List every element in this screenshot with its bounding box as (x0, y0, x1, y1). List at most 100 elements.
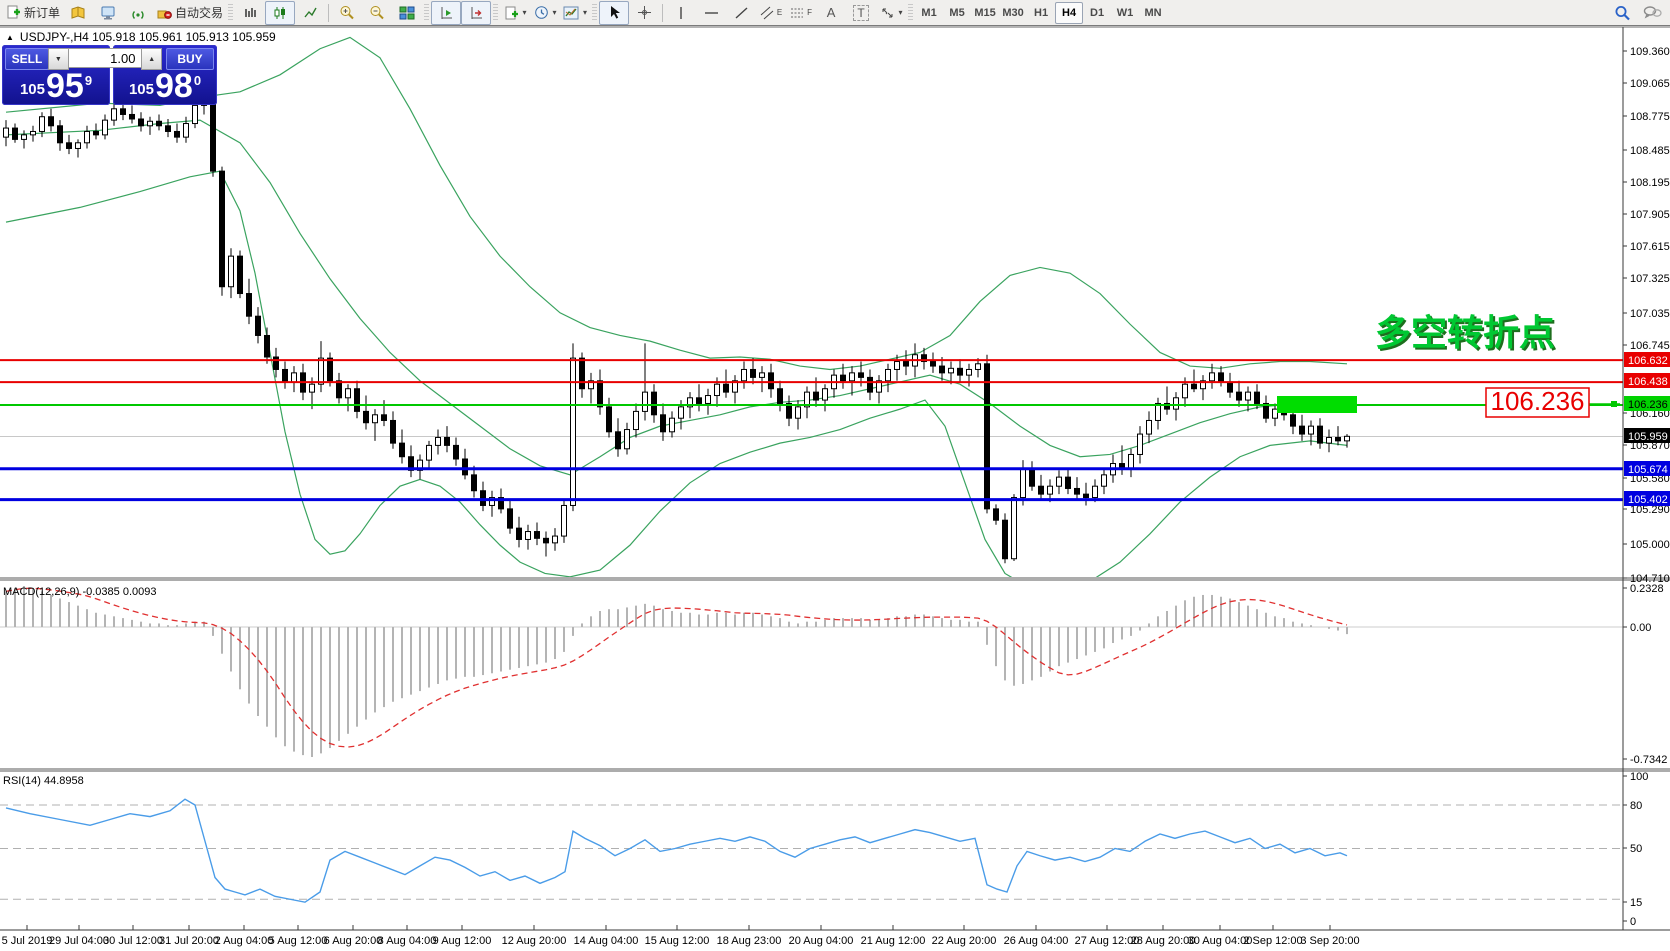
svg-text:14 Aug 04:00: 14 Aug 04:00 (574, 935, 639, 947)
directory-button[interactable] (63, 1, 93, 25)
svg-text:30 Jul 12:00: 30 Jul 12:00 (103, 935, 163, 947)
new-order-button[interactable]: 新订单 (3, 1, 63, 25)
timeframe-h1[interactable]: H1 (1034, 6, 1049, 19)
svg-text:5 Jul 2019: 5 Jul 2019 (2, 935, 53, 947)
volume-increase-button[interactable]: ▲ (141, 48, 163, 70)
timeframe-m15[interactable]: M15 (974, 6, 996, 19)
bollinger-lower (5, 170, 1348, 577)
autotrading-button[interactable]: 自动交易 (153, 1, 226, 25)
callout-anchor (1611, 401, 1617, 407)
timeframe-h4[interactable]: H4 (1055, 1, 1084, 24)
chart-shift-icon (471, 6, 482, 19)
volume-value[interactable]: 1.00 (68, 48, 142, 68)
svg-text:27 Aug 12:00: 27 Aug 12:00 (1075, 935, 1140, 947)
price-callout-box[interactable] (1485, 387, 1590, 418)
horizontal-line-tool-button[interactable] (696, 1, 726, 25)
periods-button[interactable]: ▾ (530, 1, 560, 25)
symbol-info-line[interactable]: ▲ USDJPY-,H4 105.918 105.961 105.913 105… (6, 30, 276, 44)
auto-scroll-button[interactable] (431, 0, 462, 25)
buy-price-prefix: 105 (128, 81, 154, 98)
macd-signal-line (5, 587, 1348, 748)
chart-shift-button[interactable] (461, 0, 492, 25)
rsi-line (5, 798, 1348, 903)
toolbar-handle[interactable] (592, 3, 598, 22)
sell-price-pip: 9 (84, 73, 93, 88)
pivot-highlight-rect[interactable] (1277, 396, 1357, 413)
svg-text:0.2328: 0.2328 (1630, 583, 1664, 595)
vertical-line-icon (680, 6, 682, 19)
svg-text:9 Aug 12:00: 9 Aug 12:00 (433, 935, 492, 947)
chat-button[interactable] (1637, 1, 1667, 25)
candlestick-chart-button[interactable] (265, 0, 296, 25)
text-label-tool-button[interactable]: T (846, 1, 876, 25)
search-button[interactable] (1607, 1, 1637, 25)
timeframe-mn[interactable]: MN (1144, 6, 1162, 19)
cursor-tool-button[interactable] (599, 0, 630, 25)
timeframe-m5[interactable]: M5 (949, 6, 965, 19)
bollinger-middle (5, 119, 1348, 476)
volume-decrease-button[interactable]: ▼ (48, 48, 69, 70)
collapse-icon[interactable]: ▲ (6, 32, 14, 42)
timeframe-m1[interactable]: M1 (921, 6, 937, 19)
arrows-tool-button[interactable]: ▾ (876, 1, 906, 25)
timeframe-d1[interactable]: D1 (1090, 6, 1105, 19)
toolbar-handle[interactable] (908, 3, 914, 22)
macd-label: MACD(12,26,9) -0.0385 0.0093 (3, 586, 156, 598)
signals-button[interactable] (123, 1, 153, 25)
chat-icon (1643, 6, 1662, 19)
zoom-in-button[interactable] (332, 1, 362, 25)
svg-text:多空转折点: 多空转折点 (1377, 314, 1557, 355)
svg-text:15: 15 (1630, 897, 1642, 909)
rsi-panel: RSI(14) 44.8958 (0, 775, 1623, 903)
main-toolbar: 新订单 自动交易 (0, 0, 1670, 26)
turning-point-annotation[interactable]: 多空转折点 (1375, 312, 1555, 353)
svg-text:105.290: 105.290 (1630, 504, 1670, 516)
buy-button[interactable]: BUY (166, 48, 214, 70)
svg-text:31 Jul 20:00: 31 Jul 20:00 (159, 935, 219, 947)
symbol-ohlc-text: USDJPY-,H4 105.918 105.961 105.913 105.9… (19, 30, 276, 44)
text-tool-button[interactable]: A (816, 1, 846, 25)
autotrading-label: 自动交易 (175, 6, 224, 20)
new-order-label: 新订单 (24, 6, 61, 20)
svg-text:8 Aug 04:00: 8 Aug 04:00 (378, 935, 437, 947)
market-watch-button[interactable] (93, 1, 123, 25)
macd-panel: MACD(12,26,9) -0.0385 0.0093 (0, 586, 1623, 757)
svg-text:3 Sep 20:00: 3 Sep 20:00 (1300, 935, 1359, 947)
fibonacci-tool-button[interactable]: F (786, 1, 816, 25)
indicators-button[interactable]: ▾ (500, 1, 530, 25)
svg-text:100: 100 (1630, 771, 1648, 783)
svg-text:26 Aug 04:00: 26 Aug 04:00 (1004, 935, 1069, 947)
svg-text:109.360: 109.360 (1630, 46, 1670, 58)
toolbar-handle[interactable] (228, 3, 234, 22)
svg-text:5 Aug 12:00: 5 Aug 12:00 (269, 935, 328, 947)
toolbar-handle[interactable] (424, 3, 430, 22)
tile-windows-icon (399, 6, 415, 19)
buy-price-big: 98 (154, 67, 193, 105)
svg-text:105.959: 105.959 (1628, 431, 1668, 443)
timeframe-m30[interactable]: M30 (1002, 6, 1024, 19)
template-icon (563, 6, 579, 19)
tile-windows-button[interactable] (392, 1, 422, 25)
main-chart-area (0, 36, 1623, 577)
svg-text:106.438: 106.438 (1628, 376, 1668, 388)
timeframe-w1[interactable]: W1 (1116, 6, 1134, 19)
svg-text:21 Aug 12:00: 21 Aug 12:00 (861, 935, 926, 947)
zoom-in-icon (340, 6, 354, 20)
svg-text:0: 0 (1630, 916, 1636, 928)
toolbar-handle[interactable] (493, 3, 499, 22)
price-badge-105.674 (1624, 461, 1670, 476)
buy-price-pip: 0 (193, 73, 202, 88)
bar-chart-button[interactable] (235, 1, 265, 25)
trendline-tool-button[interactable] (726, 1, 756, 25)
price-axis[interactable]: 109.360 109.065 108.775 108.485 108.195 107.9… (1623, 46, 1670, 928)
sell-price-big: 95 (45, 67, 84, 105)
crosshair-tool-button[interactable] (629, 1, 659, 25)
vertical-line-tool-button[interactable] (666, 1, 696, 25)
zoom-out-button[interactable] (362, 1, 392, 25)
line-chart-button[interactable] (295, 1, 325, 25)
equidistant-channel-tool-button[interactable]: E (756, 1, 786, 25)
svg-text:-0.7342: -0.7342 (1630, 754, 1667, 766)
templates-button[interactable]: ▾ (560, 1, 590, 25)
